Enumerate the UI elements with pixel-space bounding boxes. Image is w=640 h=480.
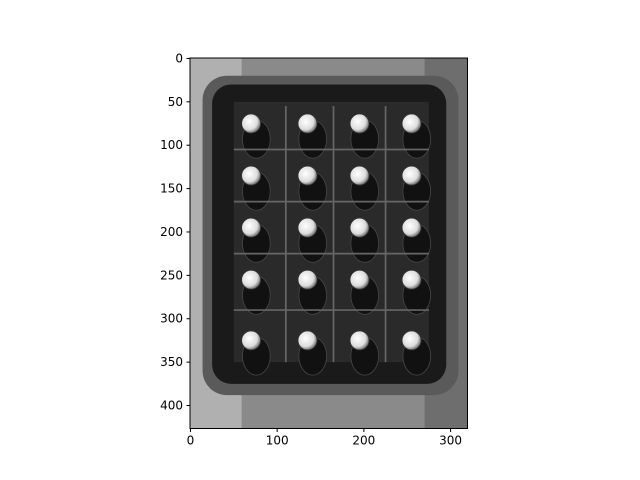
bottle-cap [349,269,370,290]
bottle-cap [241,269,262,290]
bottle-cap [241,330,262,351]
x-tick-label: 200 [352,434,375,448]
photo [190,58,468,429]
y-tick-label: 350 [160,355,183,369]
image-content [190,58,468,429]
bottle-cap [401,113,422,134]
y-tick-label: 100 [160,138,183,152]
y-tick-label: 150 [160,182,183,196]
bottle-cap [297,269,318,290]
x-tick-label: 300 [439,434,462,448]
y-tick-label: 400 [160,399,183,413]
y-tick-label: 200 [160,225,183,239]
bottle-cap [297,217,318,238]
axes-frame [189,57,468,429]
y-tick-label: 50 [168,95,183,109]
bottle-cap [401,269,422,290]
bottle-cap [349,330,370,351]
bottle-cap [297,330,318,351]
bottle-cap [349,217,370,238]
bottle-cap [241,217,262,238]
x-tick-label: 0 [187,434,195,448]
bottle-cap [401,165,422,186]
y-tick-label: 300 [160,312,183,326]
x-tick-label: 100 [266,434,289,448]
bottle-cap [297,113,318,134]
y-tick-label: 0 [175,51,183,65]
y-tick-label: 250 [160,268,183,282]
bottle-cap [349,113,370,134]
bottle-cap [349,165,370,186]
bottle-cap [241,113,262,134]
bottle-cap [297,165,318,186]
bottle-cap [241,165,262,186]
bottle-cap [401,217,422,238]
bottle-cap [401,330,422,351]
